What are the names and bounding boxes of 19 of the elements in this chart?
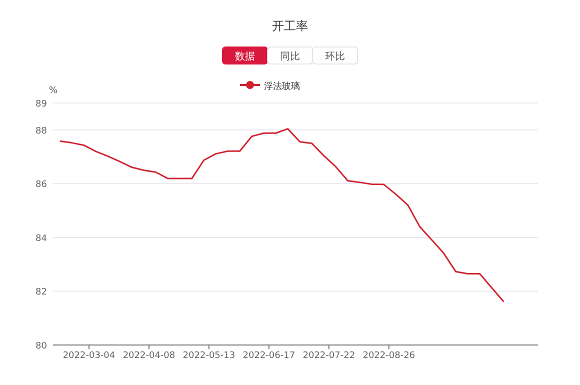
x-tick-label: 2022-07-22 [302,351,356,361]
text: 同比 [280,50,300,62]
x-tick-label: 2022-03-04 [62,351,116,361]
y-tick-label: 84 [36,234,48,244]
y-tick-label: 88 [36,126,48,136]
y-tick-label: 89 [36,100,48,110]
text: 数据 [235,50,255,62]
legend-label: 浮法玻璃 [264,81,300,92]
y-tick-label: 82 [36,288,47,298]
y-tick-label: 80 [36,342,48,352]
y-tick-label: 86 [36,180,48,190]
x-tick-label: 2022-06-17 [242,351,296,361]
text: 环比 [325,50,345,62]
x-tick-label: 2022-08-26 [362,351,416,361]
line-series [59,128,504,302]
chart-title: 开工率 [272,19,308,33]
x-tick-label: 2022-04-08 [122,351,176,361]
y-axis-title: % [49,86,58,96]
x-tick-label: 2022-05-13 [182,351,236,361]
